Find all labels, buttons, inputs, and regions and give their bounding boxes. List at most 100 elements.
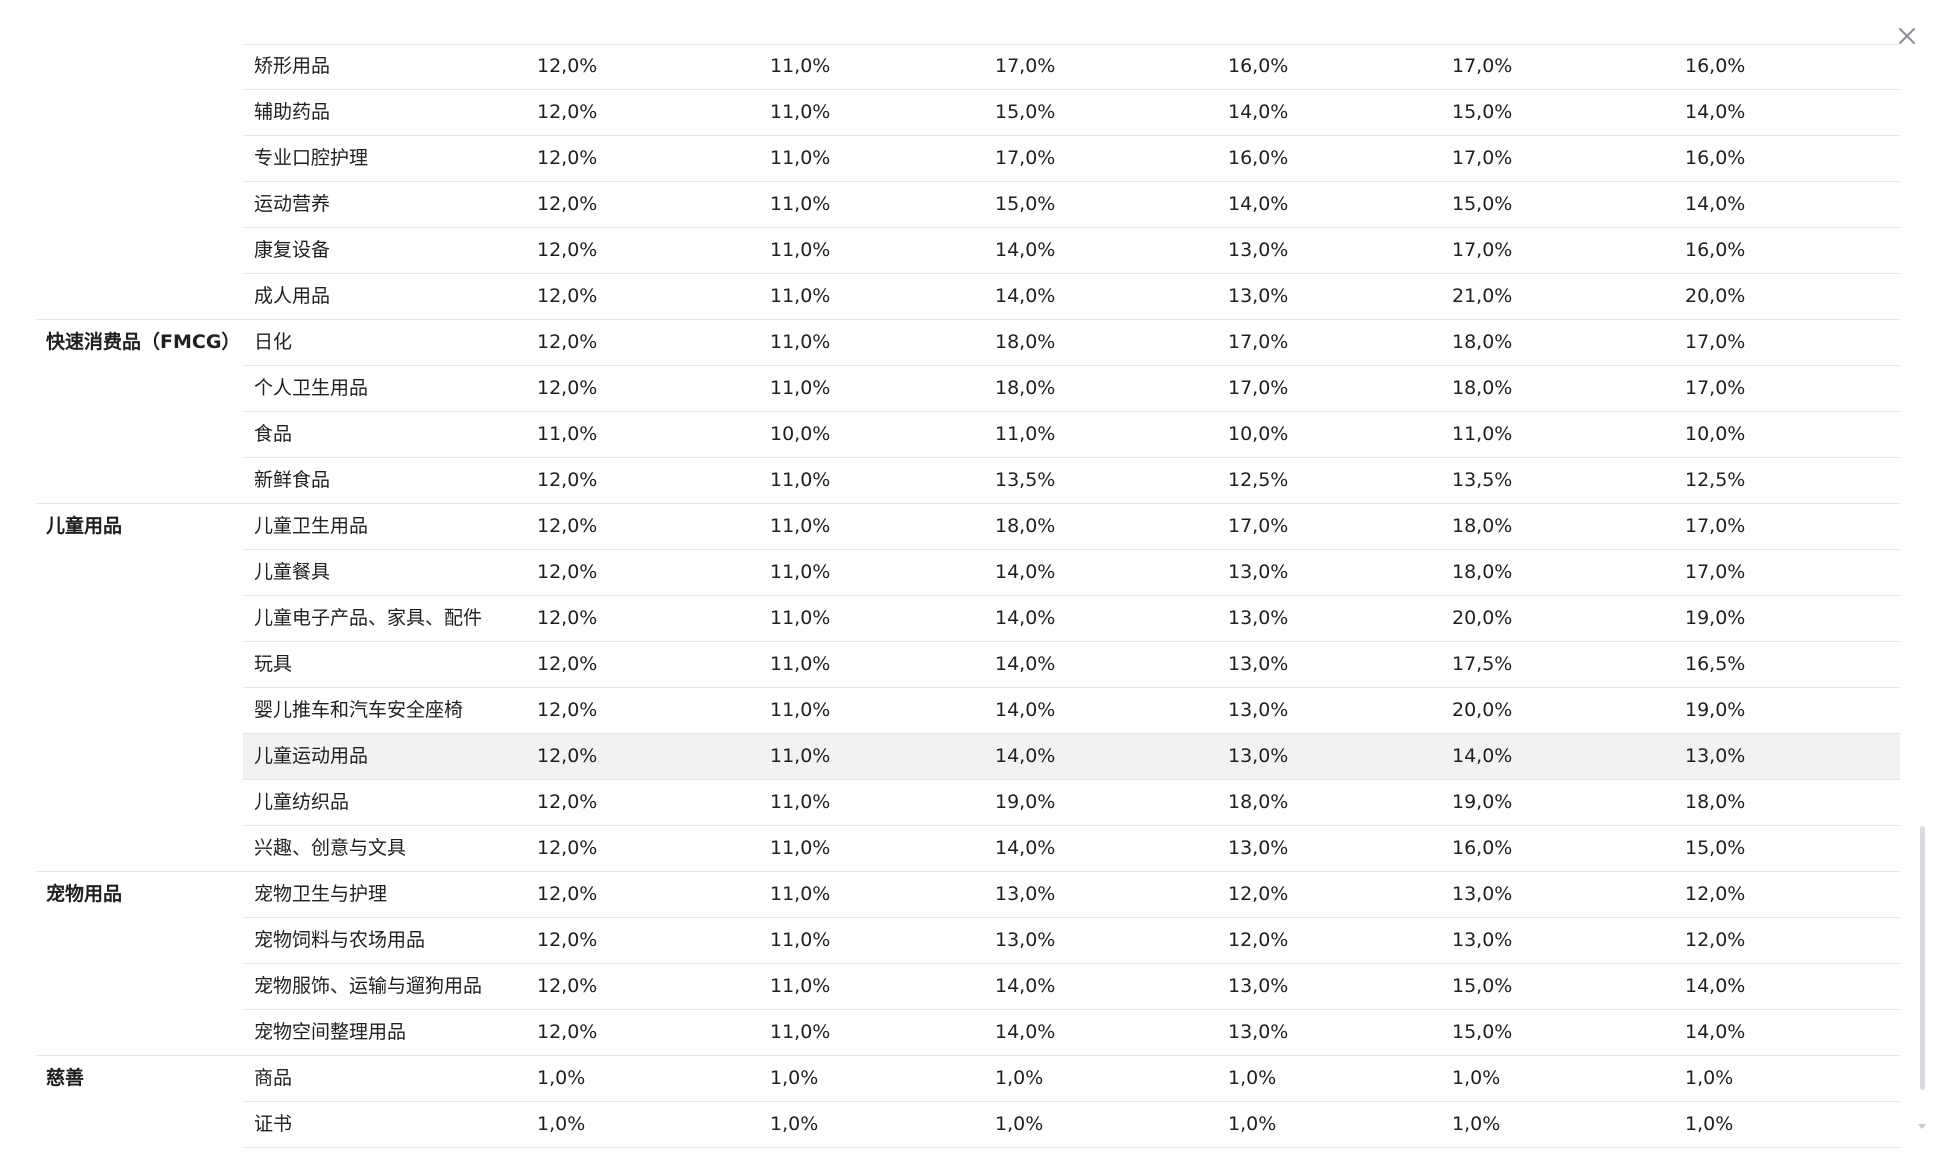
subcategory-cell: 日化 <box>254 331 293 353</box>
table-row-background <box>243 688 1900 734</box>
rate-cell: 16,0% <box>1685 55 1746 77</box>
rate-cell: 12,0% <box>537 975 598 997</box>
rate-cell: 12,0% <box>537 699 598 721</box>
table-row: 新鲜食品 12,0% 11,0% 13,5% 12,5% 13,5% 12,5% <box>0 458 1900 504</box>
rate-cell: 1,0% <box>1685 1113 1734 1135</box>
rate-cell: 16,0% <box>1685 147 1746 169</box>
rate-cell: 14,0% <box>1228 193 1289 215</box>
rate-cell: 1,0% <box>1452 1113 1501 1135</box>
subcategory-cell: 宠物空间整理用品 <box>254 1021 407 1043</box>
category-group-cell: 宠物用品 <box>46 883 123 905</box>
rate-cell: 13,0% <box>1228 285 1289 307</box>
rate-cell: 11,0% <box>770 469 831 491</box>
rate-cell: 11,0% <box>770 699 831 721</box>
subcategory-cell: 新鲜食品 <box>254 469 331 491</box>
category-group-cell: 儿童用品 <box>46 515 123 537</box>
rates-table: 矫形用品 12,0% 11,0% 17,0% 16,0% 17,0% 16,0% 辅助药品 12… <box>0 44 1900 1148</box>
subcategory-cell: 宠物卫生与护理 <box>254 883 388 905</box>
rate-cell: 12,0% <box>537 837 598 859</box>
rate-cell: 11,0% <box>770 607 831 629</box>
rate-cell: 12,0% <box>537 791 598 813</box>
rate-cell: 1,0% <box>1685 1067 1734 1089</box>
rate-cell: 10,0% <box>1228 423 1289 445</box>
rate-cell: 17,0% <box>995 147 1056 169</box>
table-row-background <box>243 228 1900 274</box>
rate-cell: 14,0% <box>1685 975 1746 997</box>
rate-cell: 15,0% <box>995 193 1056 215</box>
rate-cell: 13,0% <box>995 929 1056 951</box>
rate-cell: 11,0% <box>770 837 831 859</box>
rate-cell: 1,0% <box>995 1113 1044 1135</box>
rate-cell: 20,0% <box>1452 607 1513 629</box>
rate-cell: 11,0% <box>1452 423 1513 445</box>
close-icon <box>1899 28 1915 44</box>
rate-cell: 11,0% <box>770 147 831 169</box>
rate-cell: 14,0% <box>1685 101 1746 123</box>
rate-cell: 18,0% <box>995 331 1056 353</box>
subcategory-cell: 宠物服饰、运输与遛狗用品 <box>254 975 483 997</box>
rate-cell: 1,0% <box>1228 1113 1277 1135</box>
rate-cell: 12,0% <box>537 607 598 629</box>
table-row-background <box>243 596 1900 642</box>
table-row: 快速消费品（FMCG） 日化 12,0% 11,0% 18,0% 17,0% 18,0% 17… <box>0 319 1900 366</box>
table-row: 宠物饲料与农场用品 12,0% 11,0% 13,0% 12,0% 13,0% 12,0% <box>0 918 1900 964</box>
table-row: 婴儿推车和汽车安全座椅 12,0% 11,0% 14,0% 13,0% 20,0% 19,0… <box>0 688 1900 734</box>
rate-cell: 10,0% <box>770 423 831 445</box>
table-row-background <box>243 366 1900 412</box>
close-button[interactable] <box>1893 22 1921 50</box>
table-row-background <box>243 780 1900 826</box>
rate-cell: 11,0% <box>770 1021 831 1043</box>
subcategory-cell: 个人卫生用品 <box>254 377 369 399</box>
scrollbar-thumb[interactable] <box>1920 826 1925 1090</box>
subcategory-cell: 运动营养 <box>254 193 331 215</box>
rate-cell: 11,0% <box>770 929 831 951</box>
rate-cell: 17,0% <box>1452 147 1513 169</box>
subcategory-cell: 辅助药品 <box>254 101 331 123</box>
rate-cell: 14,0% <box>995 745 1056 767</box>
rate-cell: 14,0% <box>995 653 1056 675</box>
rate-cell: 15,0% <box>1685 837 1746 859</box>
rate-cell: 1,0% <box>770 1113 819 1135</box>
rate-cell: 13,5% <box>995 469 1056 491</box>
table-row-background <box>243 274 1900 320</box>
rate-cell: 13,0% <box>1228 837 1289 859</box>
scrollbar-down-arrow[interactable] <box>1918 1124 1926 1129</box>
rate-cell: 16,0% <box>1452 837 1513 859</box>
rate-cell: 13,0% <box>1228 653 1289 675</box>
rate-cell: 13,0% <box>1228 975 1289 997</box>
rate-cell: 14,0% <box>1452 745 1513 767</box>
rate-cell: 14,0% <box>995 607 1056 629</box>
rate-cell: 11,0% <box>770 55 831 77</box>
rate-cell: 14,0% <box>995 975 1056 997</box>
table-row-background <box>243 504 1900 550</box>
table-row-background <box>243 550 1900 596</box>
table-row-background <box>243 734 1900 780</box>
subcategory-cell: 婴儿推车和汽车安全座椅 <box>254 699 464 721</box>
table-top-divider <box>243 44 1898 45</box>
rate-cell: 11,0% <box>770 239 831 261</box>
rate-cell: 14,0% <box>995 1021 1056 1043</box>
rate-cell: 13,5% <box>1452 469 1513 491</box>
rate-cell: 21,0% <box>1452 285 1513 307</box>
table-row-background <box>243 136 1900 182</box>
rate-cell: 18,0% <box>1685 791 1746 813</box>
table-row: 宠物服饰、运输与遛狗用品 12,0% 11,0% 14,0% 13,0% 15,0% 14,… <box>0 964 1900 1010</box>
subcategory-cell: 专业口腔护理 <box>254 147 369 169</box>
subcategory-cell: 儿童纺织品 <box>254 791 350 813</box>
rate-cell: 18,0% <box>995 515 1056 537</box>
rate-cell: 12,0% <box>1228 929 1289 951</box>
rate-cell: 14,0% <box>995 837 1056 859</box>
rate-cell: 17,0% <box>1452 55 1513 77</box>
rate-cell: 12,0% <box>537 929 598 951</box>
rate-cell: 12,0% <box>1685 883 1746 905</box>
rate-cell: 11,0% <box>770 975 831 997</box>
table-row: 慈善 商品 1,0% 1,0% 1,0% 1,0% 1,0% 1,0% <box>0 1055 1900 1102</box>
rate-cell: 18,0% <box>1452 515 1513 537</box>
rate-cell: 19,0% <box>1685 699 1746 721</box>
rate-cell: 1,0% <box>537 1113 586 1135</box>
table-row: 儿童用品 儿童卫生用品 12,0% 11,0% 18,0% 17,0% 18,0% 17,0% <box>0 503 1900 550</box>
subcategory-cell: 儿童电子产品、家具、配件 <box>254 607 483 629</box>
rate-cell: 14,0% <box>995 561 1056 583</box>
table-row-background <box>243 412 1900 458</box>
